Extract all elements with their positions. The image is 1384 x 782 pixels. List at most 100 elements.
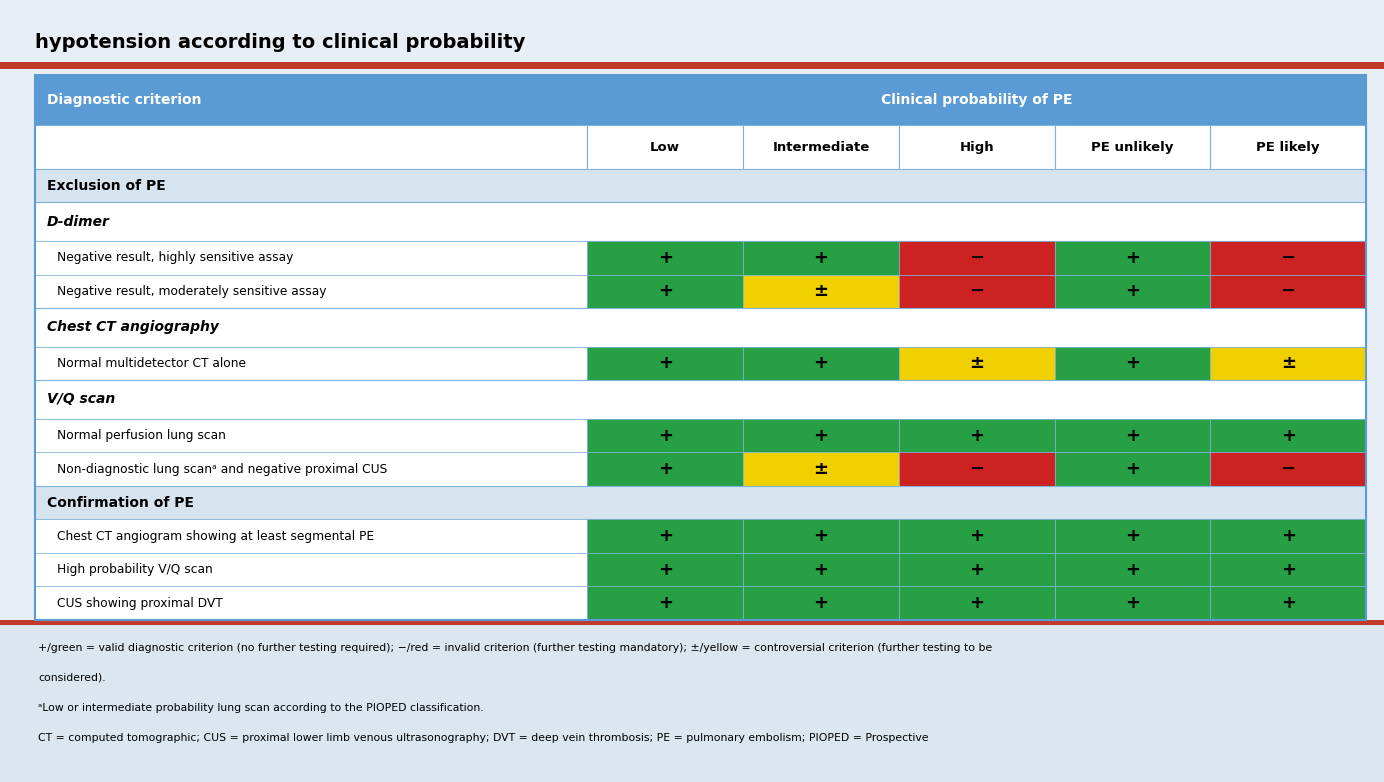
Bar xyxy=(898,553,1055,586)
Text: +: + xyxy=(1125,426,1140,444)
Bar xyxy=(1055,519,1210,553)
Bar xyxy=(587,125,743,169)
Text: Exclusion of PE: Exclusion of PE xyxy=(47,178,166,192)
Text: hypotension according to clinical probability: hypotension according to clinical probab… xyxy=(35,33,526,52)
Bar xyxy=(35,125,587,169)
Text: +: + xyxy=(1125,282,1140,300)
Text: −: − xyxy=(969,249,984,267)
Text: +: + xyxy=(1125,594,1140,612)
Text: High: High xyxy=(959,141,994,153)
Bar xyxy=(898,274,1055,308)
Text: +: + xyxy=(1125,354,1140,372)
Bar xyxy=(35,486,1366,519)
Text: −: − xyxy=(969,282,984,300)
Bar xyxy=(1210,419,1366,452)
Bar xyxy=(0,62,1384,69)
Text: +: + xyxy=(814,249,829,267)
Text: +: + xyxy=(1125,527,1140,545)
Text: +: + xyxy=(969,527,984,545)
Text: ±: ± xyxy=(1280,354,1295,372)
Bar xyxy=(1055,419,1210,452)
Bar xyxy=(35,419,587,452)
Text: ±: ± xyxy=(814,460,829,478)
Text: High probability V/Q scan: High probability V/Q scan xyxy=(57,563,213,576)
Bar xyxy=(35,586,587,620)
Text: +: + xyxy=(814,594,829,612)
Bar xyxy=(743,274,898,308)
Text: V/Q scan: V/Q scan xyxy=(47,393,115,407)
Text: +: + xyxy=(814,561,829,579)
Text: +: + xyxy=(969,426,984,444)
Bar xyxy=(587,75,1366,125)
Bar xyxy=(35,241,587,274)
Text: +: + xyxy=(657,282,673,300)
Bar xyxy=(1210,274,1366,308)
Text: +/green = valid diagnostic criterion (no further testing required); −/red = inva: +/green = valid diagnostic criterion (no… xyxy=(37,643,992,653)
Bar xyxy=(898,241,1055,274)
Text: Non-diagnostic lung scanᵃ and negative proximal CUS: Non-diagnostic lung scanᵃ and negative p… xyxy=(57,463,388,475)
Text: Diagnostic criterion: Diagnostic criterion xyxy=(47,93,202,107)
Bar xyxy=(898,586,1055,620)
Bar xyxy=(743,553,898,586)
Bar xyxy=(898,519,1055,553)
Text: Chest CT angiography: Chest CT angiography xyxy=(47,321,219,335)
Text: +: + xyxy=(969,594,984,612)
Bar xyxy=(1055,125,1210,169)
Bar xyxy=(587,346,743,380)
Bar xyxy=(0,619,1384,625)
Bar xyxy=(743,519,898,553)
Bar xyxy=(1055,586,1210,620)
Bar xyxy=(35,203,1366,241)
Text: +: + xyxy=(1125,561,1140,579)
Text: PE likely: PE likely xyxy=(1257,141,1320,153)
Bar xyxy=(35,452,587,486)
Text: +: + xyxy=(657,460,673,478)
Bar xyxy=(587,241,743,274)
Bar xyxy=(1210,553,1366,586)
Text: PE unlikely: PE unlikely xyxy=(1091,141,1174,153)
Text: +: + xyxy=(657,527,673,545)
Bar xyxy=(898,346,1055,380)
Text: considered).: considered). xyxy=(37,673,105,683)
Text: −: − xyxy=(1280,249,1295,267)
Text: −: − xyxy=(1280,460,1295,478)
Bar xyxy=(1210,519,1366,553)
Bar xyxy=(898,419,1055,452)
Text: Negative result, moderately sensitive assay: Negative result, moderately sensitive as… xyxy=(57,285,327,298)
Bar xyxy=(1210,586,1366,620)
Text: −: − xyxy=(969,460,984,478)
Text: Intermediate: Intermediate xyxy=(772,141,869,153)
Bar xyxy=(743,346,898,380)
Bar xyxy=(1055,553,1210,586)
Bar xyxy=(1210,452,1366,486)
Text: +: + xyxy=(1280,561,1295,579)
Text: Low: Low xyxy=(650,141,680,153)
Bar xyxy=(1210,125,1366,169)
Text: +: + xyxy=(657,354,673,372)
Text: −: − xyxy=(1280,282,1295,300)
Bar xyxy=(587,419,743,452)
Bar xyxy=(743,419,898,452)
Text: Confirmation of PE: Confirmation of PE xyxy=(47,496,194,510)
Bar xyxy=(743,125,898,169)
Bar xyxy=(587,553,743,586)
Text: Chest CT angiogram showing at least segmental PE: Chest CT angiogram showing at least segm… xyxy=(57,529,374,543)
Bar xyxy=(743,452,898,486)
Bar xyxy=(587,274,743,308)
Text: +: + xyxy=(657,249,673,267)
Bar xyxy=(587,452,743,486)
Bar xyxy=(1210,241,1366,274)
Bar xyxy=(898,452,1055,486)
Text: Normal perfusion lung scan: Normal perfusion lung scan xyxy=(57,429,226,442)
Bar xyxy=(1055,274,1210,308)
Bar xyxy=(743,586,898,620)
Bar xyxy=(0,625,1384,782)
Text: +: + xyxy=(1280,527,1295,545)
Bar xyxy=(35,75,1366,620)
Bar xyxy=(587,519,743,553)
Text: +: + xyxy=(657,594,673,612)
Bar xyxy=(35,553,587,586)
Text: +: + xyxy=(814,354,829,372)
Text: +: + xyxy=(657,561,673,579)
Text: ±: ± xyxy=(969,354,984,372)
